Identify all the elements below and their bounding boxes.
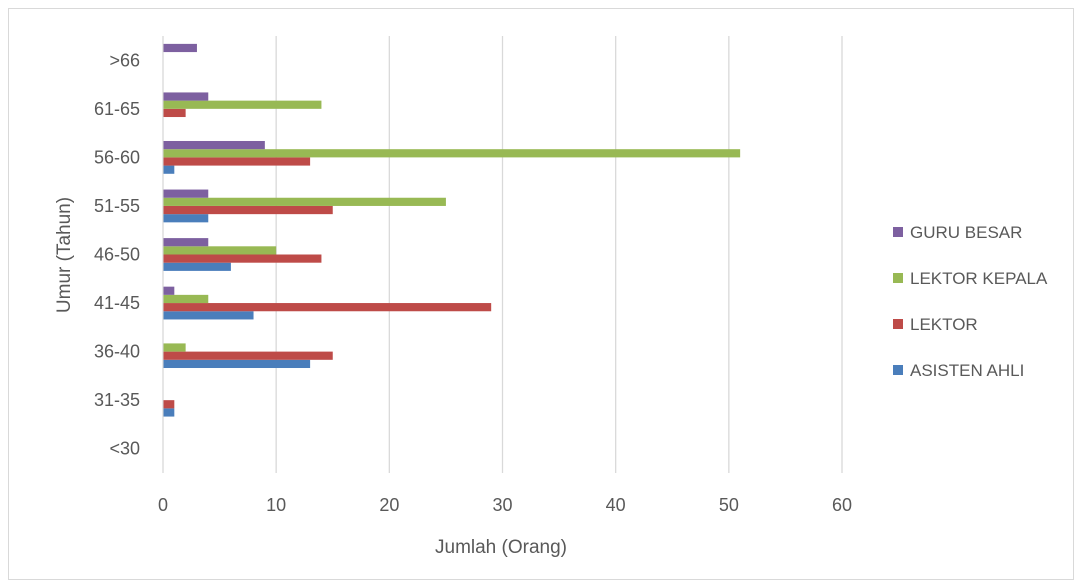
bar-guru-besar	[163, 238, 209, 247]
legend: GURU BESAR LEKTOR KEPALA LEKTOR ASISTEN AHL…	[893, 223, 1048, 380]
bar-asisten-ahli	[163, 311, 254, 320]
bar-guru-besar	[163, 43, 197, 53]
bar-guru-besar	[163, 189, 209, 198]
legend-label: ASISTEN AHLI	[910, 361, 1024, 380]
x-tick-label: 30	[492, 495, 512, 515]
y-tick-label: >66	[109, 50, 140, 70]
legend-swatch	[893, 319, 903, 329]
y-tick-label: 36-40	[94, 342, 140, 362]
bar-asisten-ahli	[163, 165, 175, 174]
bar-lektor-kepala	[163, 197, 446, 206]
x-tick-labels: 0 10 20 30 40 50 60	[158, 495, 852, 515]
bar-asisten-ahli	[163, 408, 175, 417]
bar-lektor-kepala	[163, 343, 186, 352]
legend-label: LEKTOR	[910, 315, 978, 334]
x-tick-label: 10	[266, 495, 286, 515]
legend-swatch	[893, 365, 903, 375]
y-tick-label: 46-50	[94, 245, 140, 265]
bar-lektor	[163, 303, 492, 312]
bar-asisten-ahli	[163, 359, 311, 369]
y-axis-title: Umur (Tahun)	[54, 197, 75, 313]
x-tick-label: 20	[379, 495, 399, 515]
bar-asisten-ahli	[163, 262, 231, 271]
x-axis-title: Jumlah (Orang)	[435, 537, 567, 558]
bar-guru-besar	[163, 140, 265, 150]
bar-lektor-kepala	[163, 100, 322, 109]
x-tick-label: 50	[719, 495, 739, 515]
x-tick-label: 0	[158, 495, 168, 515]
bar-lektor	[163, 254, 322, 263]
bar-lektor	[163, 351, 333, 360]
y-tick-label: <30	[109, 439, 140, 459]
bar-lektor	[163, 108, 186, 118]
y-tick-label: 56-60	[94, 147, 140, 167]
y-tick-labels: <30 31-35 36-40 41-45 46-50 51-55 56-60 61-65 >6…	[94, 50, 140, 458]
bar-asisten-ahli	[163, 214, 209, 223]
y-tick-label: 31-35	[94, 390, 140, 410]
bar-lektor-kepala	[163, 149, 741, 158]
x-tick-label: 60	[832, 495, 852, 515]
y-tick-label: 51-55	[94, 196, 140, 216]
legend-swatch	[893, 227, 903, 237]
bar-guru-besar	[163, 286, 175, 295]
y-tick-label: 61-65	[94, 99, 140, 119]
bar-lektor-kepala	[163, 246, 277, 255]
bars	[162, 36, 741, 473]
bar-lektor-kepala	[163, 294, 209, 304]
y-tick-label: 41-45	[94, 293, 140, 313]
bar-lektor	[163, 400, 175, 409]
bar-lektor	[163, 157, 311, 166]
bar-guru-besar	[163, 92, 209, 101]
legend-label: LEKTOR KEPALA	[910, 269, 1048, 288]
bar-lektor	[163, 205, 333, 215]
legend-swatch	[893, 273, 903, 283]
legend-label: GURU BESAR	[910, 223, 1022, 242]
x-tick-label: 40	[606, 495, 626, 515]
